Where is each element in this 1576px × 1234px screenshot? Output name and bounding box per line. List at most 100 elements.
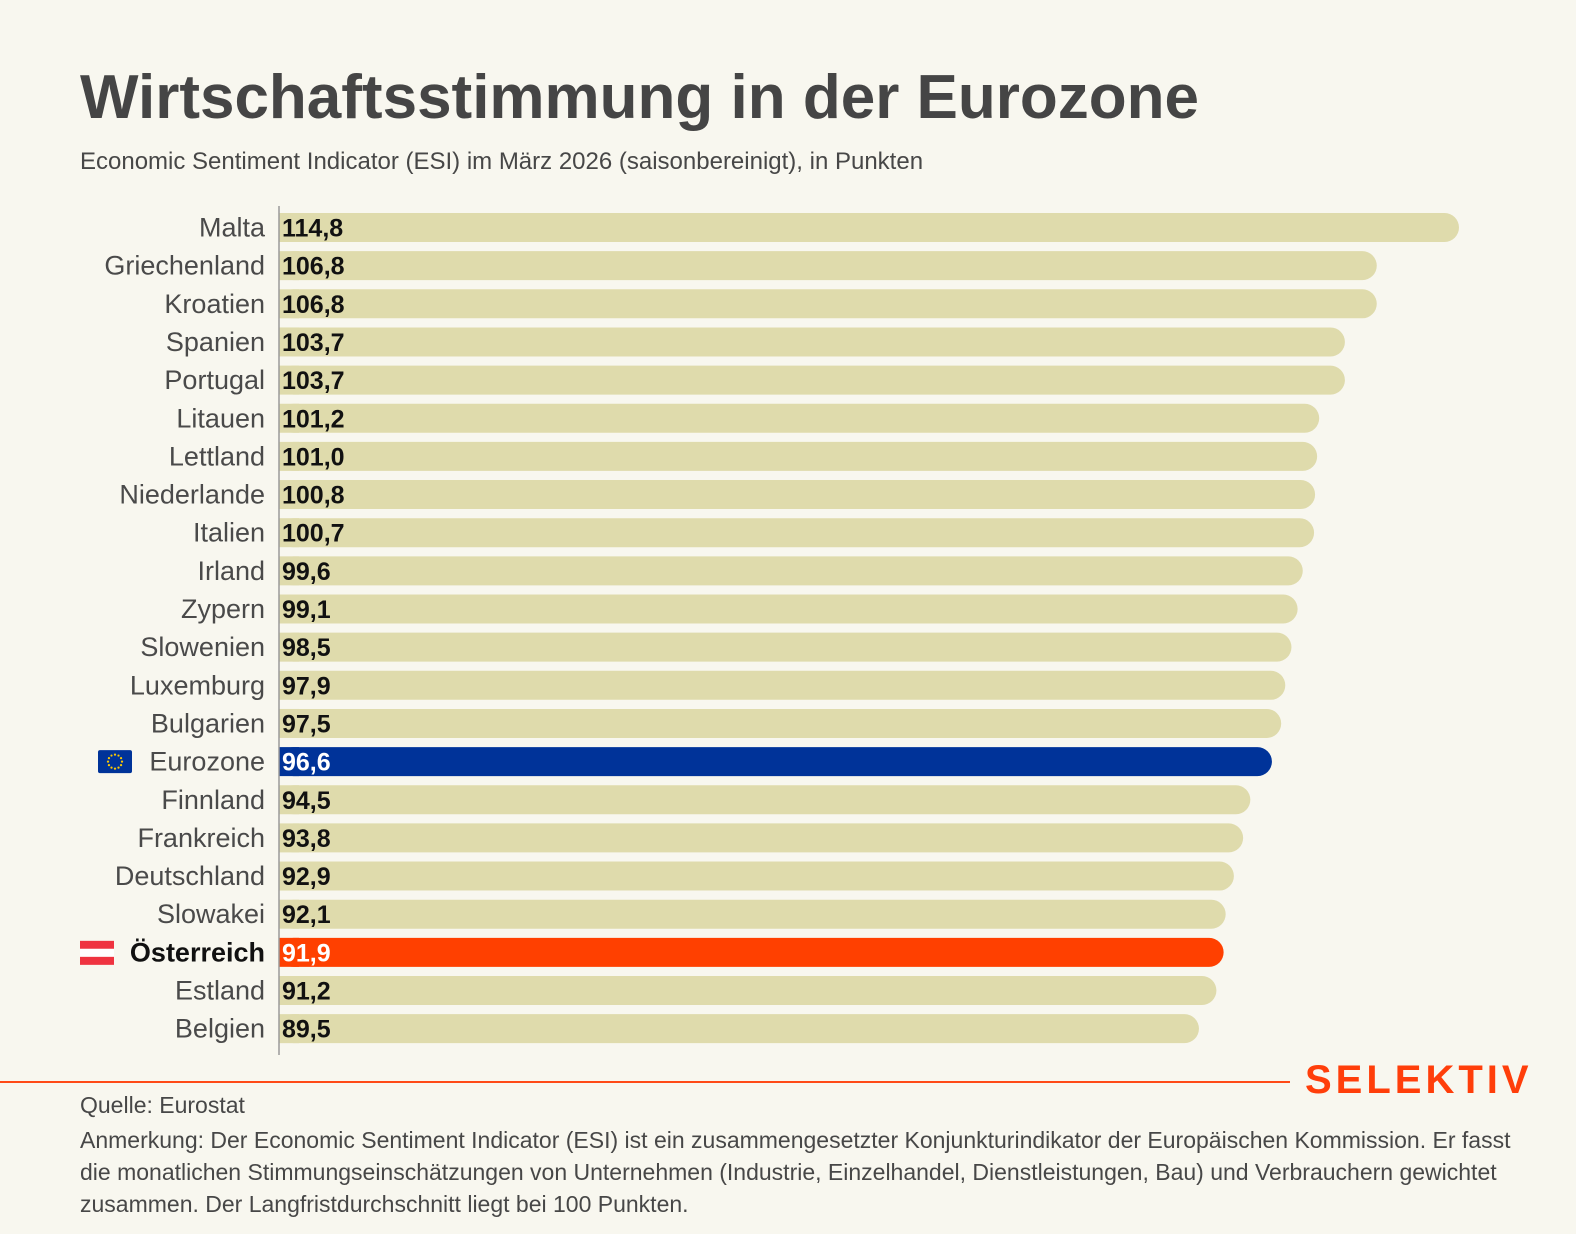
value-label: 99,1 xyxy=(282,596,331,624)
bar-niederlande-base xyxy=(279,480,299,510)
value-label: 101,2 xyxy=(282,405,345,433)
bar-row-deutschland: Deutschland 92,9 xyxy=(115,861,1234,891)
bar-slowakei-base xyxy=(279,899,299,929)
category-label: Irland xyxy=(197,556,265,586)
eu-flag-icon xyxy=(98,750,132,774)
category-label: Deutschland xyxy=(115,861,265,891)
bar-oesterreich xyxy=(279,937,1224,967)
value-label: 91,2 xyxy=(282,978,331,1006)
value-label: 99,6 xyxy=(282,558,331,586)
category-label: Eurozone xyxy=(149,747,265,777)
bar-row-belgien: Belgien 89,5 xyxy=(175,1014,1199,1044)
bar-niederlande xyxy=(279,480,1316,510)
value-label: 114,8 xyxy=(282,215,343,243)
chart-title: Wirtschaftsstimmung in der Eurozone xyxy=(80,63,1199,132)
bar-frankreich xyxy=(279,823,1244,853)
category-label: Niederlande xyxy=(119,480,265,510)
bar-finnland-base xyxy=(279,785,299,815)
bar-irland-base xyxy=(279,556,299,586)
bar-slowenien xyxy=(279,632,1292,662)
bar-row-finnland: Finnland 94,5 xyxy=(161,785,1251,815)
category-label: Zypern xyxy=(181,594,265,624)
bar-belgien-base xyxy=(279,1014,299,1044)
value-label: 106,8 xyxy=(282,253,345,281)
bar-zypern xyxy=(279,594,1298,624)
category-label: Spanien xyxy=(166,327,265,357)
note-text: Anmerkung: Der Economic Sentiment Indica… xyxy=(80,1127,1511,1217)
bar-row-slowakei: Slowakei 92,1 xyxy=(157,899,1226,929)
category-label: Slowenien xyxy=(140,632,265,662)
bar-row-griechenland: Griechenland 106,8 xyxy=(104,251,1377,281)
category-label: Griechenland xyxy=(104,251,265,281)
bar-litauen xyxy=(279,403,1320,433)
bar-spanien-base xyxy=(279,327,299,357)
bar-row-kroatien: Kroatien 106,8 xyxy=(164,289,1377,319)
value-label: 101,0 xyxy=(282,443,345,471)
bar-oesterreich-base xyxy=(279,937,299,967)
bar-lettland-base xyxy=(279,441,299,471)
bar-kroatien xyxy=(279,289,1377,319)
bar-row-lettland: Lettland 101,0 xyxy=(169,441,1318,471)
bars-layer: Malta 114,8 Griechenland 106,8 Kroatien 106,8… xyxy=(80,213,1459,1044)
bar-row-frankreich: Frankreich 93,8 xyxy=(137,823,1244,853)
bar-kroatien-base xyxy=(279,289,299,319)
bar-row-oesterreich: Österreich 91,9 xyxy=(80,937,1224,967)
bar-row-eurozone: Eurozone 96,6 xyxy=(98,747,1272,777)
bar-litauen-base xyxy=(279,403,299,433)
bar-irland xyxy=(279,556,1303,586)
bar-row-litauen: Litauen 101,2 xyxy=(176,403,1320,433)
value-label: 94,5 xyxy=(282,787,331,815)
bar-slowakei xyxy=(279,899,1226,929)
value-label: 96,6 xyxy=(282,749,331,777)
austria-flag-icon xyxy=(80,940,114,965)
bar-malta xyxy=(279,213,1459,242)
bar-lettland xyxy=(279,441,1318,471)
bar-row-italien: Italien 100,7 xyxy=(193,518,1315,548)
value-label: 92,9 xyxy=(282,863,331,891)
bar-deutschland-base xyxy=(279,861,299,891)
value-label: 100,7 xyxy=(282,520,345,548)
bar-spanien xyxy=(279,327,1345,357)
bar-row-luxemburg: Luxemburg 97,9 xyxy=(130,670,1286,700)
bar-row-slowenien: Slowenien 98,5 xyxy=(140,632,1292,662)
bar-belgien xyxy=(279,1014,1199,1044)
bar-finnland xyxy=(279,785,1251,815)
category-label: Estland xyxy=(175,976,265,1006)
chart-subtitle: Economic Sentiment Indicator (ESI) im Mä… xyxy=(80,148,924,175)
value-label: 97,5 xyxy=(282,710,331,738)
bar-row-irland: Irland 99,6 xyxy=(197,556,1303,586)
bar-luxemburg-base xyxy=(279,670,299,700)
category-label: Kroatien xyxy=(164,289,265,319)
bar-estland xyxy=(279,976,1217,1005)
bar-luxemburg xyxy=(279,670,1286,700)
source-text: Quelle: Eurostat xyxy=(80,1092,245,1118)
value-label: 100,8 xyxy=(282,482,345,510)
value-label: 91,9 xyxy=(282,939,331,967)
bar-row-portugal: Portugal 103,7 xyxy=(164,365,1345,395)
bar-bulgarien-base xyxy=(279,708,299,738)
bar-slowenien-base xyxy=(279,632,299,662)
value-label: 98,5 xyxy=(282,634,331,662)
bar-portugal xyxy=(279,365,1345,395)
bar-deutschland xyxy=(279,861,1234,891)
bar-row-spanien: Spanien 103,7 xyxy=(166,327,1345,357)
bar-row-bulgarien: Bulgarien 97,5 xyxy=(151,708,1282,738)
bar-portugal-base xyxy=(279,365,299,395)
category-label: Portugal xyxy=(164,365,265,395)
bar-bulgarien xyxy=(279,708,1282,738)
value-label: 89,5 xyxy=(282,1016,331,1044)
category-label: Luxemburg xyxy=(130,670,265,700)
value-label: 97,9 xyxy=(282,672,331,700)
category-label: Finnland xyxy=(161,785,265,815)
category-label: Österreich xyxy=(130,937,265,967)
bar-italien-base xyxy=(279,518,299,548)
bar-griechenland xyxy=(279,251,1377,281)
value-label: 103,7 xyxy=(282,329,345,357)
footer-divider xyxy=(0,1081,1290,1083)
category-label: Malta xyxy=(199,213,266,243)
category-label: Italien xyxy=(193,518,265,548)
category-label: Lettland xyxy=(169,441,265,471)
value-label: 103,7 xyxy=(282,367,345,395)
category-label: Belgien xyxy=(175,1014,265,1044)
bar-malta-base xyxy=(279,213,299,242)
